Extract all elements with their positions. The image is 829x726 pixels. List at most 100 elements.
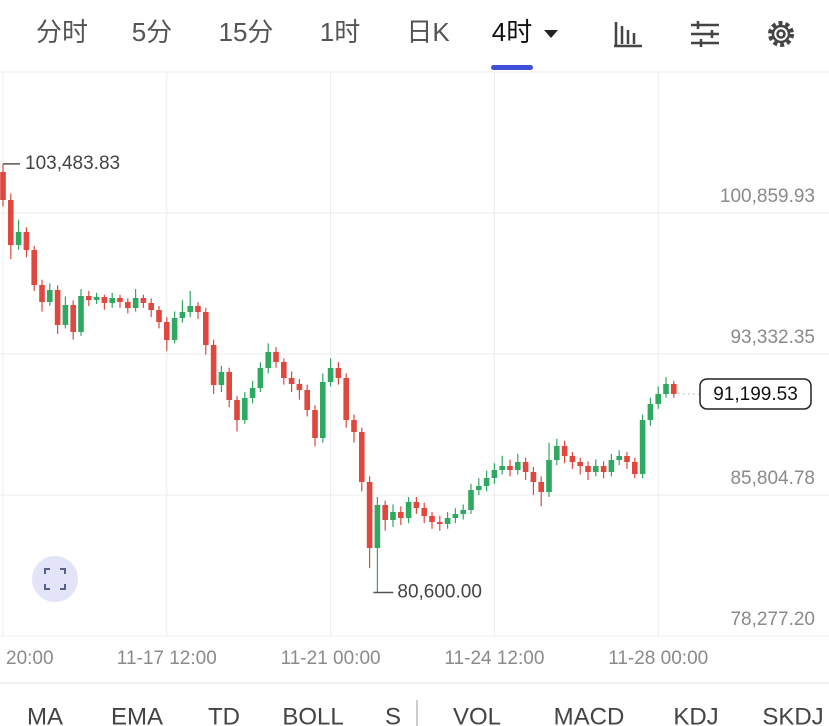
candle-body bbox=[101, 297, 108, 303]
candle-body bbox=[210, 345, 217, 386]
settings-lines-icon[interactable] bbox=[691, 21, 719, 47]
candle-body bbox=[125, 302, 131, 309]
candle-body bbox=[546, 459, 552, 493]
candle-body bbox=[132, 297, 139, 309]
candle-body bbox=[15, 231, 22, 246]
candle-body bbox=[234, 400, 240, 421]
candle-body bbox=[359, 431, 365, 483]
candle-body bbox=[366, 482, 373, 549]
candle-body bbox=[203, 312, 209, 346]
max-label: 103,483.83 bbox=[25, 153, 120, 174]
candle-body bbox=[624, 456, 630, 463]
indicator-tab[interactable]: MA bbox=[27, 703, 63, 726]
indicator-tab[interactable]: S bbox=[385, 703, 401, 726]
candle-body bbox=[515, 462, 521, 470]
candle-body bbox=[39, 284, 45, 303]
x-tick-label: 11-28 00:00 bbox=[608, 648, 708, 669]
candle-body bbox=[468, 490, 474, 511]
last-price-box bbox=[699, 378, 812, 410]
candle-body bbox=[585, 466, 591, 473]
period-tab[interactable]: 5分 bbox=[132, 17, 172, 47]
candle-body bbox=[671, 384, 677, 394]
candle-body bbox=[608, 459, 615, 473]
candle-body bbox=[195, 305, 201, 313]
candle-body bbox=[405, 502, 412, 519]
candle-body bbox=[327, 368, 334, 383]
period-tab[interactable]: 分时 bbox=[36, 17, 88, 47]
indicator-tab[interactable]: BOLL bbox=[282, 703, 343, 726]
candle-body bbox=[452, 513, 459, 519]
candle-body bbox=[561, 446, 568, 457]
candle-body bbox=[70, 305, 76, 332]
indicator-tab[interactable]: VOL bbox=[453, 703, 501, 726]
period-tab[interactable]: 15分 bbox=[219, 17, 274, 47]
candle-body bbox=[639, 420, 646, 475]
y-tick-label: 85,804.78 bbox=[730, 468, 815, 489]
candle-body bbox=[148, 302, 154, 311]
candle-body bbox=[86, 295, 92, 301]
candle-body bbox=[93, 297, 100, 301]
candle-body bbox=[312, 410, 318, 439]
candle-body bbox=[554, 446, 560, 460]
candle-body bbox=[569, 456, 576, 463]
period-tab[interactable]: 1时 bbox=[320, 17, 360, 47]
candle-body bbox=[390, 512, 396, 521]
candle-body bbox=[257, 368, 264, 388]
candle-body bbox=[507, 466, 513, 470]
candle-body bbox=[483, 477, 490, 487]
period-tab[interactable]: 日K bbox=[406, 17, 450, 47]
settings-gear-icon[interactable] bbox=[768, 21, 794, 47]
candle-body bbox=[476, 486, 482, 491]
indicator-tab[interactable]: EMA bbox=[111, 703, 163, 726]
last-price-label: 91,199.53 bbox=[713, 384, 798, 405]
indicator-tab[interactable]: KDJ bbox=[673, 703, 718, 726]
candle-body bbox=[265, 351, 271, 369]
candle-body bbox=[273, 351, 279, 362]
candle-body bbox=[460, 510, 466, 514]
candle-body bbox=[655, 394, 661, 405]
candle-body bbox=[616, 456, 622, 460]
candle-body bbox=[78, 295, 84, 332]
candle-body bbox=[437, 522, 443, 524]
period-tab[interactable]: 4时 bbox=[492, 17, 532, 47]
fullscreen-button[interactable] bbox=[32, 556, 78, 602]
candle-body bbox=[62, 305, 69, 326]
candle-body bbox=[398, 512, 404, 519]
indicator-tab[interactable]: MACD bbox=[554, 703, 625, 726]
candle-body bbox=[304, 390, 310, 411]
candle-body bbox=[491, 469, 498, 478]
candle-body bbox=[179, 312, 186, 319]
dropdown-arrow[interactable] bbox=[544, 30, 558, 38]
candle-body bbox=[109, 297, 115, 303]
candle-body bbox=[538, 482, 544, 493]
candle-body bbox=[600, 466, 607, 473]
candle-body bbox=[444, 518, 451, 524]
candle-body bbox=[335, 368, 342, 378]
candle-body bbox=[351, 420, 357, 432]
x-tick-label: 11-24 12:00 bbox=[444, 648, 544, 669]
candle-body bbox=[164, 322, 170, 341]
candle-body bbox=[413, 502, 420, 509]
candle-body bbox=[47, 290, 53, 303]
y-tick-label: 100,859.93 bbox=[720, 186, 815, 207]
min-label: 80,600.00 bbox=[397, 582, 482, 603]
candle-body bbox=[663, 384, 669, 395]
x-tick-label: 20:00 bbox=[6, 648, 54, 669]
candle-body bbox=[281, 361, 287, 378]
candle-body bbox=[23, 231, 30, 251]
candle-body bbox=[296, 384, 303, 391]
candle-body bbox=[218, 372, 225, 386]
candle-body bbox=[522, 462, 529, 473]
candle-body bbox=[242, 397, 248, 421]
candle-body bbox=[343, 377, 349, 421]
candle-body bbox=[530, 472, 537, 483]
indicator-tab[interactable]: SKDJ bbox=[762, 703, 823, 726]
candle-body bbox=[421, 508, 427, 516]
candle-body bbox=[140, 297, 147, 303]
candle-body bbox=[226, 372, 232, 401]
candle-body bbox=[156, 310, 162, 323]
candle-body bbox=[187, 305, 193, 313]
indicator-tab[interactable]: TD bbox=[208, 703, 240, 726]
chart-type-icon[interactable] bbox=[614, 22, 642, 48]
